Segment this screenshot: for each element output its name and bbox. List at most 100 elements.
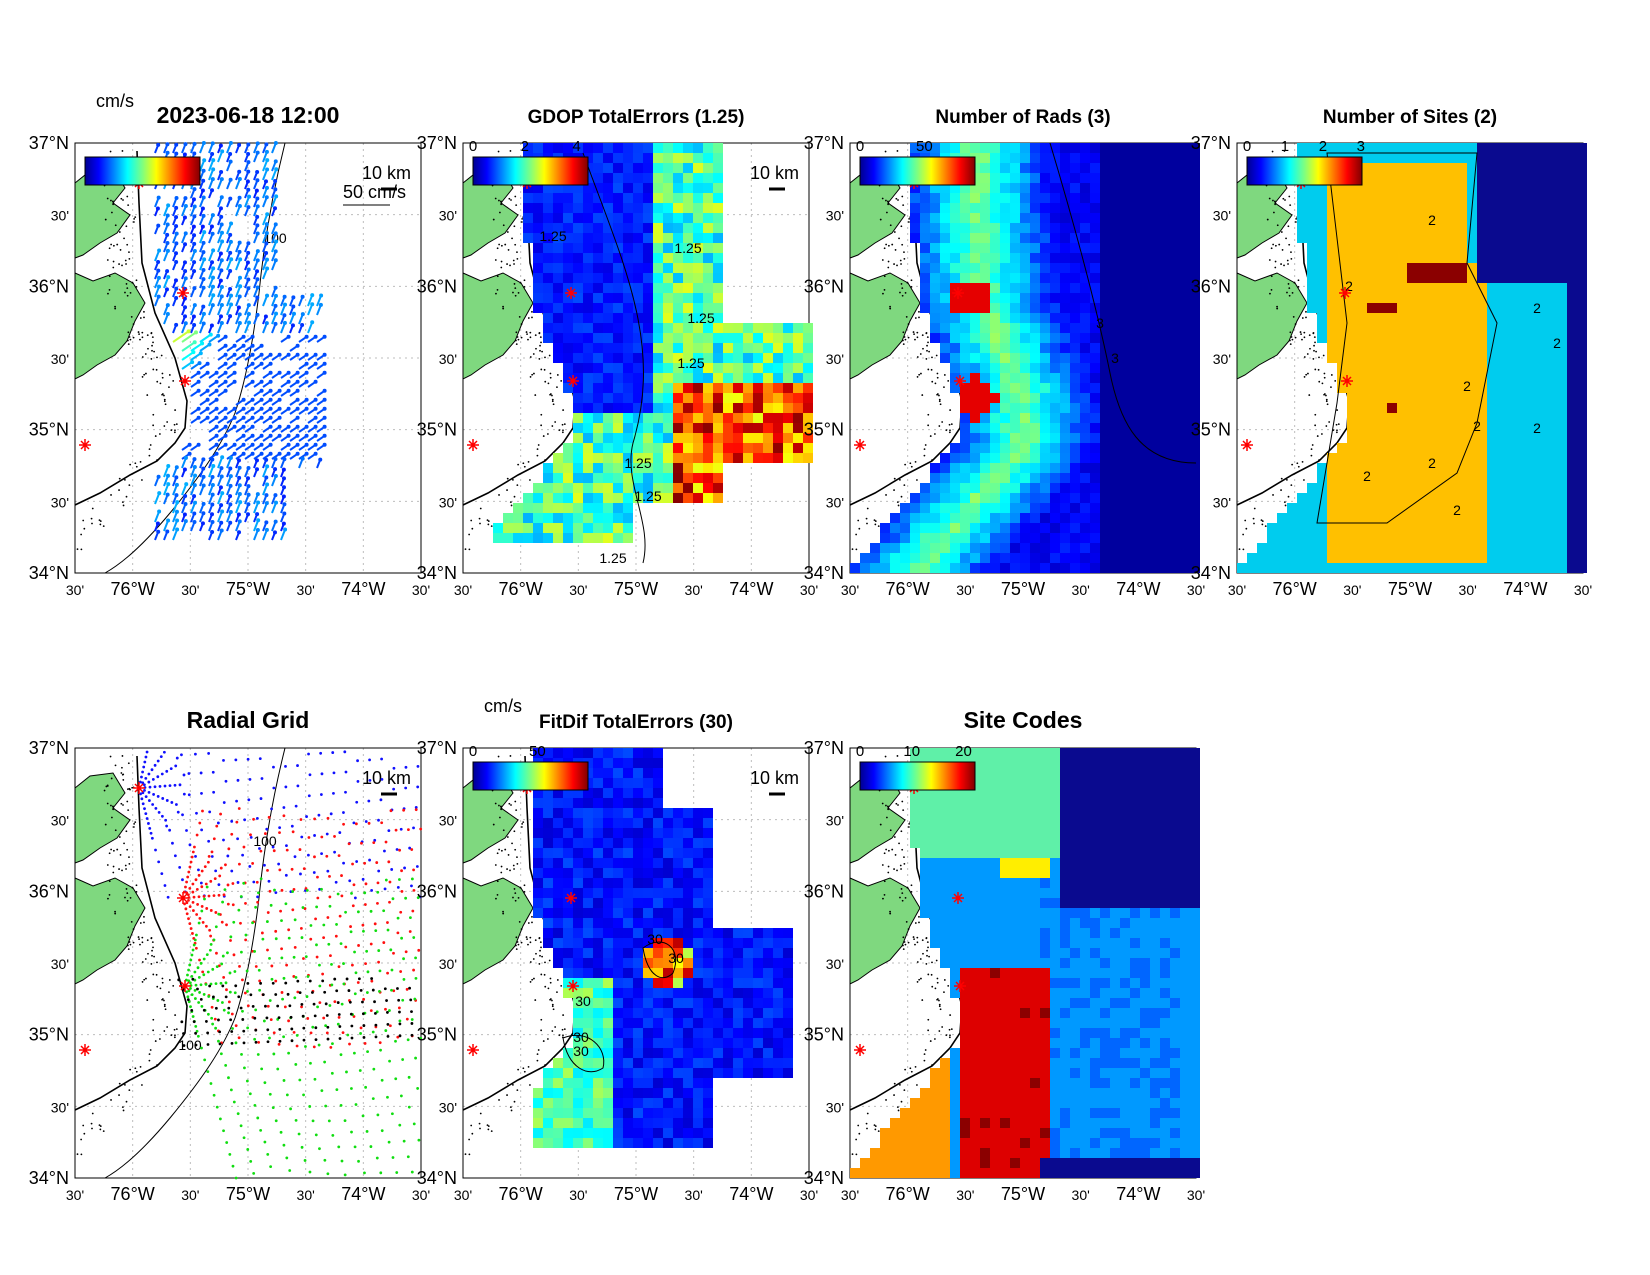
coast-dot [143, 373, 146, 376]
coast-dot [514, 287, 517, 290]
coast-dot [526, 333, 528, 336]
field-cell [1327, 293, 1337, 303]
field-cell [970, 303, 980, 313]
coast-dot [478, 517, 481, 520]
field-cell [653, 363, 663, 373]
coast-dot [1289, 331, 1292, 334]
field-cell [1090, 163, 1100, 173]
current-vector-head [214, 370, 219, 375]
current-vector-head [232, 352, 237, 357]
field-cell [1427, 333, 1437, 343]
field-cell [643, 283, 653, 293]
field-cell [1557, 433, 1567, 443]
field-cell [1387, 373, 1397, 383]
current-vector-head [174, 215, 179, 220]
field-cell [1307, 543, 1317, 553]
field-cell [1070, 513, 1080, 523]
field-cell [1367, 373, 1377, 383]
field-cell [1050, 543, 1060, 553]
field-cell [1367, 413, 1377, 423]
field-cell [920, 263, 930, 273]
field-cell [1010, 373, 1020, 383]
field-cell [1180, 473, 1190, 483]
field-cell [773, 323, 783, 333]
field-cell [1020, 203, 1030, 213]
field-cell [703, 283, 713, 293]
current-vector-head [322, 397, 327, 402]
field-cell [523, 223, 533, 233]
coast-dot [132, 221, 135, 223]
field-cell [1120, 273, 1130, 283]
field-cell [593, 253, 603, 263]
field-cell [950, 263, 960, 273]
field-cell [1517, 193, 1527, 203]
field-cell [1020, 223, 1030, 233]
coast-dot [139, 338, 141, 341]
coast-dot [116, 243, 119, 246]
field-cell [1507, 273, 1517, 283]
field-cell [1180, 373, 1190, 383]
current-vector-head [246, 160, 251, 165]
field-cell [1497, 533, 1507, 543]
field-cell [1060, 353, 1070, 363]
current-vector-head [255, 204, 260, 209]
field-cell [1020, 273, 1030, 283]
field-cell [1170, 293, 1180, 303]
lat-tick-label: 37°N [1191, 133, 1231, 153]
field-cell [960, 243, 970, 253]
field-cell [573, 393, 583, 403]
field-cell [1377, 503, 1387, 513]
field-cell [1467, 183, 1477, 193]
field-cell [583, 313, 593, 323]
current-vector-head [210, 483, 215, 488]
field-cell [713, 143, 723, 153]
field-cell [1357, 353, 1367, 363]
coast-dot [534, 334, 537, 337]
coast-dot [522, 462, 525, 465]
field-cell [1030, 433, 1040, 443]
field-cell [623, 173, 633, 183]
coast-dot [898, 237, 900, 240]
field-cell [1030, 153, 1040, 163]
field-cell [1477, 163, 1487, 173]
field-cell [1070, 213, 1080, 223]
current-vector-head [183, 142, 188, 147]
field-cell [663, 383, 673, 393]
field-cell [613, 353, 623, 363]
field-cell [633, 413, 643, 423]
field-cell [1337, 323, 1347, 333]
coast-dot [556, 374, 559, 376]
field-cell [1367, 183, 1377, 193]
field-cell [713, 393, 723, 403]
field-cell [990, 433, 1000, 443]
field-cell [1367, 153, 1377, 163]
current-vector-head [277, 451, 282, 456]
current-vector-head [192, 286, 197, 291]
field-cell [1567, 473, 1577, 483]
field-cell [683, 263, 693, 273]
field-cell [553, 463, 563, 473]
field-cell [1070, 293, 1080, 303]
field-cell [1000, 483, 1010, 493]
field-cell [783, 353, 793, 363]
field-cell [1150, 253, 1160, 263]
current-vector-head [228, 159, 233, 164]
field-cell [1337, 443, 1347, 453]
field-cell [1397, 493, 1407, 503]
field-cell [1447, 293, 1457, 303]
field-cell [1387, 403, 1397, 413]
field-cell [1020, 343, 1030, 353]
coast-dot [523, 279, 526, 282]
current-vector-head [183, 204, 188, 209]
field-cell [960, 443, 970, 453]
field-cell [1577, 403, 1587, 413]
field-cell [1317, 223, 1327, 233]
field-cell [970, 473, 980, 483]
field-cell [693, 263, 703, 273]
field-cell [1497, 343, 1507, 353]
current-vector-head [246, 311, 251, 316]
field-cell [1140, 453, 1150, 463]
field-cell [1337, 523, 1347, 533]
field-cell [623, 523, 633, 533]
field-cell [1180, 403, 1190, 413]
